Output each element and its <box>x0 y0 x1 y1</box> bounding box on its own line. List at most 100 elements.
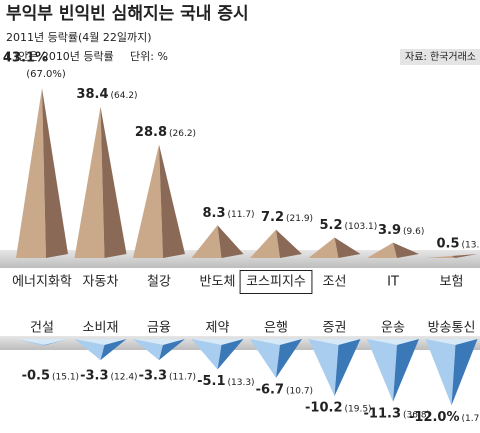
face-right <box>100 106 127 258</box>
category-label: 운송 <box>381 321 405 336</box>
value-label: -3.3 <box>80 369 108 384</box>
pyramid <box>250 339 302 378</box>
face-top <box>74 339 127 345</box>
face-left <box>367 339 397 402</box>
pyramid <box>133 144 185 258</box>
face-right <box>217 339 244 370</box>
value-label: 7.2 <box>261 210 284 225</box>
face-right <box>393 242 419 258</box>
face-right <box>334 339 361 397</box>
unit: 단위: % <box>130 50 168 63</box>
source: 자료: 한국거래소 <box>405 51 476 63</box>
face-left <box>191 225 222 258</box>
category-label: 철강 <box>147 275 171 290</box>
category-label: 반도체 <box>200 275 236 290</box>
face-left <box>16 88 46 258</box>
value-label: -5.1 <box>197 374 225 389</box>
face-left <box>133 339 163 361</box>
highlight-box <box>239 270 313 294</box>
prev-value-label: (12.4) <box>111 373 138 383</box>
pyramid <box>250 229 302 258</box>
pyramid <box>191 339 244 370</box>
face-left <box>308 339 339 397</box>
face-right <box>217 225 244 258</box>
category-label: 소비재 <box>83 321 119 336</box>
value-label: 8.3 <box>202 206 225 221</box>
prev-value-label: (11.7) <box>169 373 196 383</box>
value-label: 38.4 <box>76 87 108 102</box>
category-label: 은행 <box>264 320 288 336</box>
pyramid <box>16 339 68 346</box>
face-left <box>74 106 105 258</box>
face-left <box>308 237 339 258</box>
prev-value-label: (13.6) <box>462 241 480 251</box>
face-left <box>425 339 456 406</box>
prev-value-label: (64.2) <box>111 91 138 101</box>
value-label: -0.5 <box>22 369 50 384</box>
value-label: -12.0% <box>409 410 460 425</box>
prev-value-label: (15.1) <box>52 373 79 383</box>
prev-value-label: (67.0%) <box>26 69 66 80</box>
face-left <box>74 339 105 361</box>
category-label: 제약 <box>206 321 230 336</box>
face-right <box>100 339 127 361</box>
value-label: 3.9 <box>378 223 401 238</box>
face-right <box>334 237 361 258</box>
value-label: 28.8 <box>135 125 167 140</box>
prev-value-label: (21.9) <box>286 214 313 224</box>
category-label: 건설 <box>30 321 54 336</box>
face-right <box>159 144 185 258</box>
value-label: 5.2 <box>319 218 342 233</box>
face-left <box>367 242 397 258</box>
face-right <box>451 254 478 258</box>
face-right <box>42 88 68 258</box>
note: ( )안은 2010년 등락률 <box>6 50 114 63</box>
subtitle: 2011년 등락률(4월 22일까지) <box>6 30 152 44</box>
prev-value-label: (103.1) <box>345 222 378 232</box>
face-left <box>191 339 222 370</box>
prev-value-label: (19.5) <box>345 405 372 415</box>
category-label: 방송통신 <box>428 321 476 336</box>
value-label: -10.2 <box>305 401 342 416</box>
prev-value-label: (13.3) <box>228 378 255 388</box>
category-label: 자동차 <box>83 275 119 290</box>
face-left <box>133 144 163 258</box>
pyramid <box>191 225 244 258</box>
face-top <box>425 339 478 345</box>
face-left <box>16 339 46 346</box>
pyramid <box>367 339 419 402</box>
source-box <box>400 49 480 65</box>
category-label: 조선 <box>323 275 347 290</box>
prev-value-label: (9.6) <box>403 227 424 237</box>
pyramid <box>133 339 185 361</box>
face-top <box>250 339 302 345</box>
pyramid <box>425 339 478 406</box>
face-top <box>16 339 68 345</box>
category-label: 에너지화학 <box>12 275 72 290</box>
prev-value-label: (10.7) <box>286 386 313 396</box>
prev-value-label: (1.7) <box>462 414 480 424</box>
face-right <box>451 339 478 406</box>
category-label: 보험 <box>440 275 464 290</box>
value-label: -3.3 <box>139 369 167 384</box>
prev-value-label: (26.2) <box>169 129 196 139</box>
pyramid <box>425 254 478 258</box>
face-right <box>276 229 302 258</box>
value-label: -11.3 <box>364 406 401 421</box>
pyramid <box>74 339 127 361</box>
face-top <box>191 339 244 345</box>
face-left <box>425 256 456 258</box>
title: 부익부 빈익빈 심해지는 국내 증시 <box>6 4 249 24</box>
category-label: 코스피지수 <box>246 275 306 290</box>
value-label: -6.7 <box>256 382 284 397</box>
prev-value-label: (11.7) <box>228 210 255 220</box>
category-label: IT <box>387 275 399 290</box>
pyramid <box>16 88 68 258</box>
face-left <box>250 339 280 378</box>
face-top <box>308 339 361 345</box>
value-label: 43.1% <box>3 51 48 66</box>
face-right <box>159 339 185 361</box>
category-label: 금융 <box>147 321 171 336</box>
pyramid <box>308 339 361 397</box>
